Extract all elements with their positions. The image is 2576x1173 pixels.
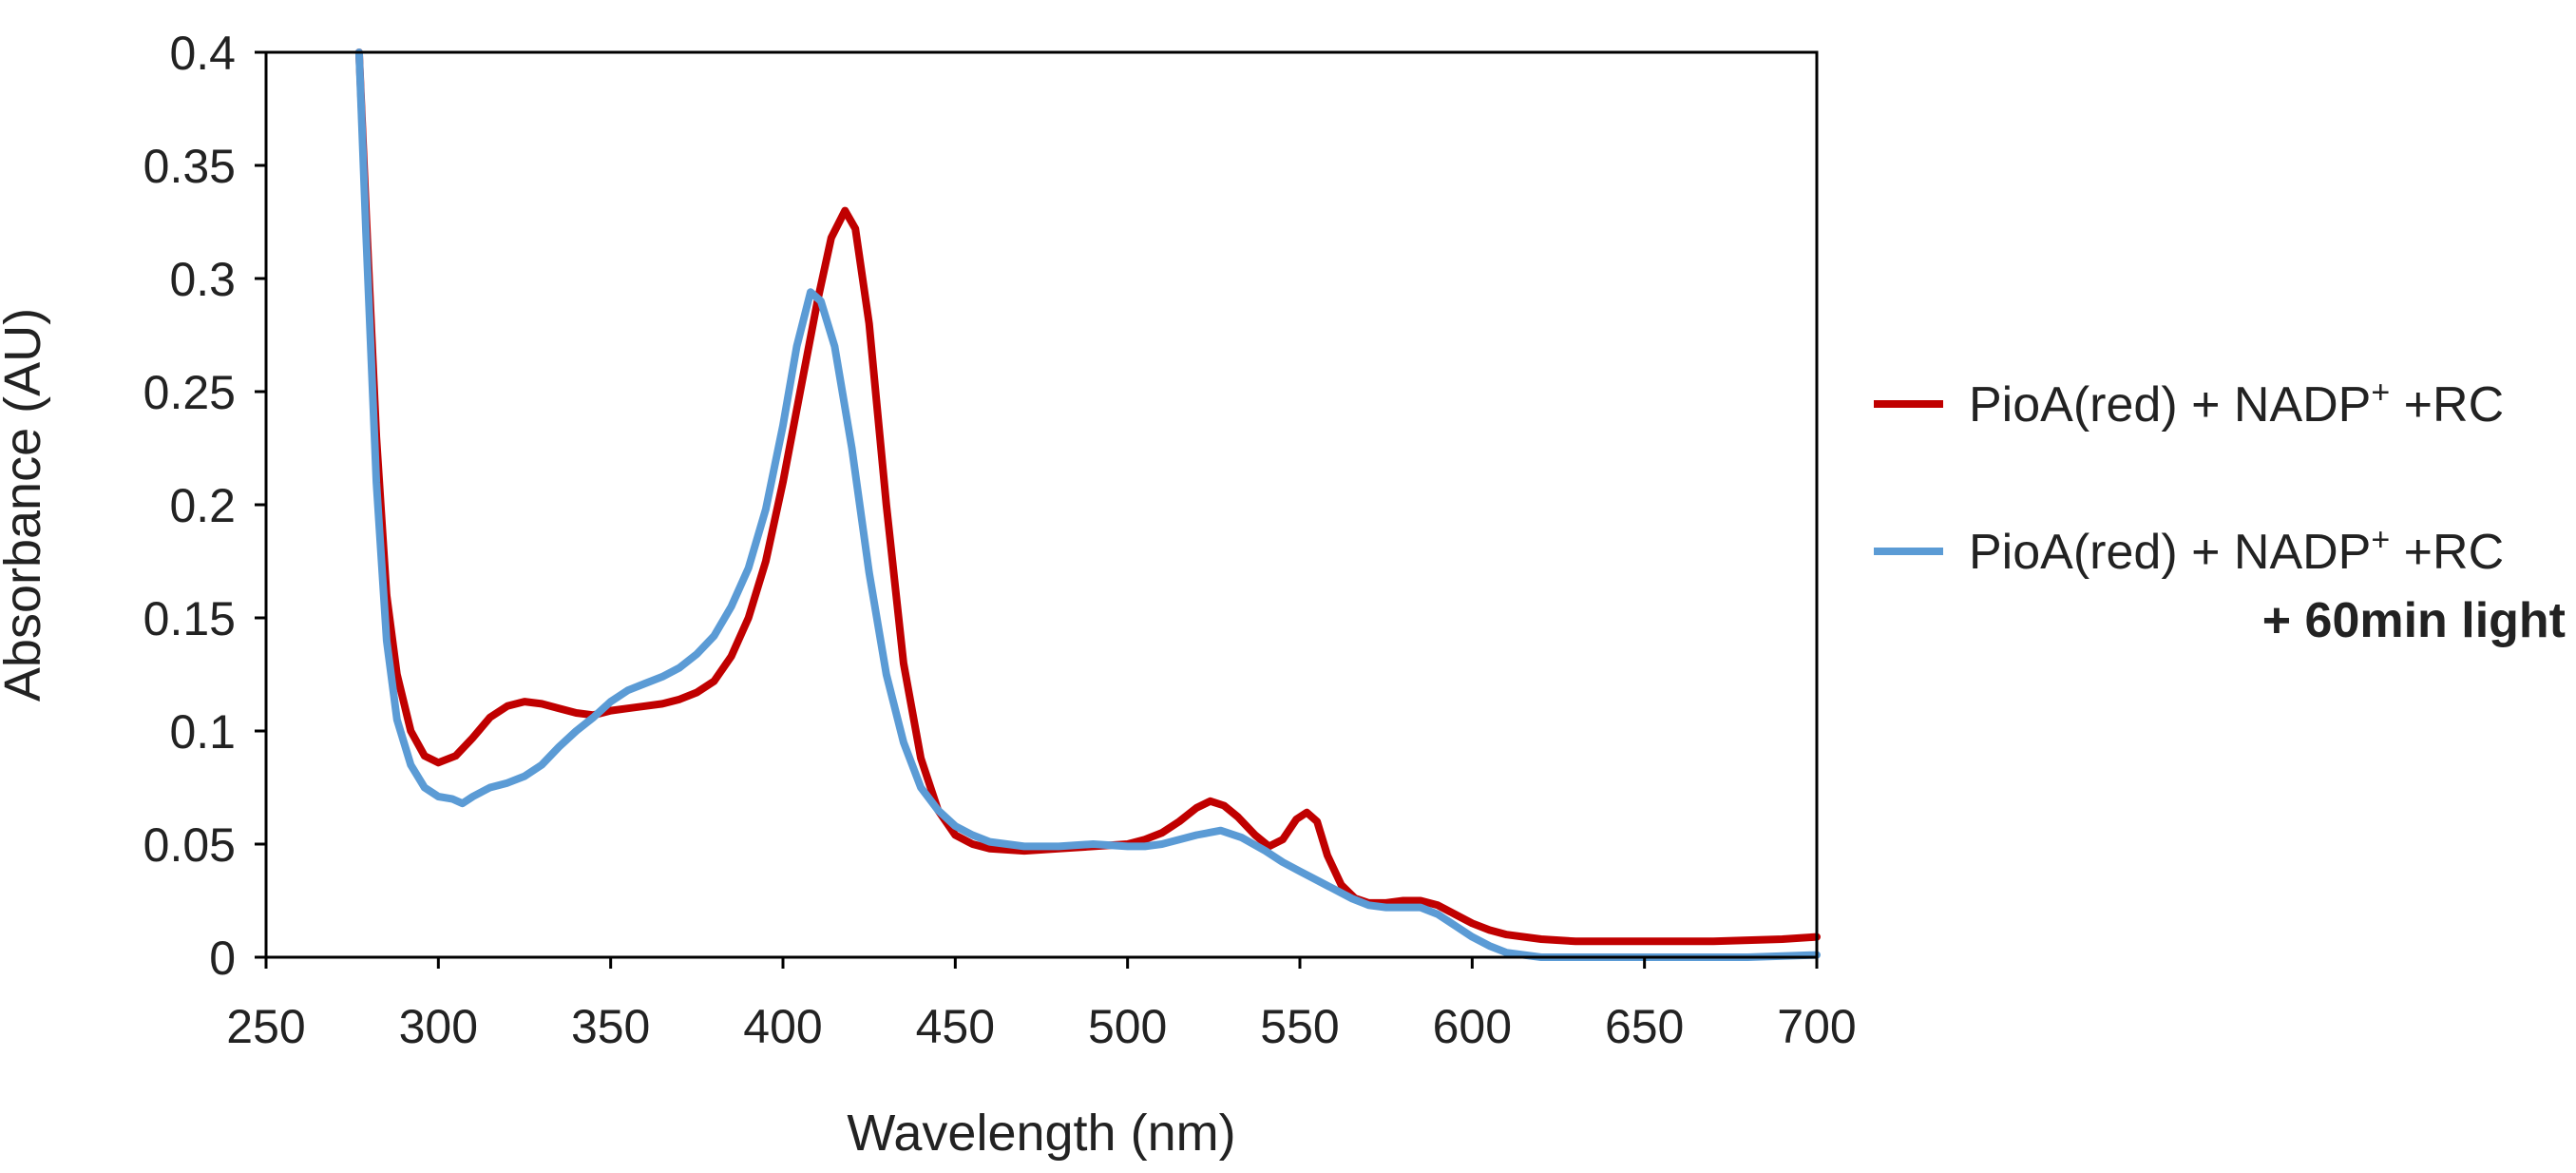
x-tick-label: 400 bbox=[743, 1000, 822, 1053]
y-tick-label: 0.35 bbox=[143, 140, 236, 193]
y-axis: 0 0.05 0.1 0.15 0.2 0.25 0.3 0.35 0.4 bbox=[143, 27, 266, 985]
legend-label-series-1: PioA(red) + NADP+ +RC bbox=[1969, 375, 2504, 433]
y-tick-label: 0.2 bbox=[169, 479, 236, 532]
legend-label-series-2-line2: + 60min light bbox=[2262, 593, 2566, 648]
y-tick-label: 0.15 bbox=[143, 592, 236, 645]
y-tick-label: 0.3 bbox=[169, 253, 236, 306]
x-axis-title: Wavelength (nm) bbox=[847, 1105, 1235, 1162]
y-tick-label: 0 bbox=[209, 932, 236, 985]
legend-label-series-1-tail: +RC bbox=[2390, 377, 2504, 433]
x-tick-label: 700 bbox=[1777, 1000, 1856, 1053]
y-tick-label: 0.1 bbox=[169, 705, 236, 759]
y-tick-label: 0.05 bbox=[143, 818, 236, 872]
x-tick-label: 550 bbox=[1260, 1000, 1339, 1053]
x-tick-label: 350 bbox=[571, 1000, 650, 1053]
legend-label-series-2-main: PioA(red) + NADP bbox=[1969, 525, 2371, 580]
legend-label-series-2-tail: +RC bbox=[2390, 525, 2504, 580]
legend-label-series-1-main: PioA(red) + NADP bbox=[1969, 377, 2371, 433]
x-tick-label: 650 bbox=[1605, 1000, 1684, 1053]
x-axis: 250 300 350 400 450 500 550 600 650 700 bbox=[226, 957, 1857, 1053]
legend: PioA(red) + NADP+ +RC PioA(red) + NADP+ … bbox=[1874, 375, 2566, 648]
series-layer bbox=[354, 48, 1821, 961]
x-tick-label: 600 bbox=[1433, 1000, 1512, 1053]
plot-frame bbox=[264, 50, 1819, 959]
x-tick-label: 250 bbox=[226, 1000, 305, 1053]
legend-label-series-2-sup: + bbox=[2371, 522, 2390, 558]
y-tick-label: 0.25 bbox=[143, 366, 236, 419]
series-line-2 bbox=[354, 48, 1821, 961]
legend-label-series-2: PioA(red) + NADP+ +RC bbox=[1969, 522, 2504, 580]
x-tick-label: 300 bbox=[399, 1000, 478, 1053]
legend-label-series-1-sup: + bbox=[2371, 375, 2390, 411]
x-tick-label: 500 bbox=[1088, 1000, 1167, 1053]
series-line-1 bbox=[354, 48, 1821, 946]
y-axis-title: Absorbance (AU) bbox=[0, 308, 51, 702]
y-tick-label: 0.4 bbox=[169, 27, 236, 80]
x-tick-label: 450 bbox=[916, 1000, 995, 1053]
